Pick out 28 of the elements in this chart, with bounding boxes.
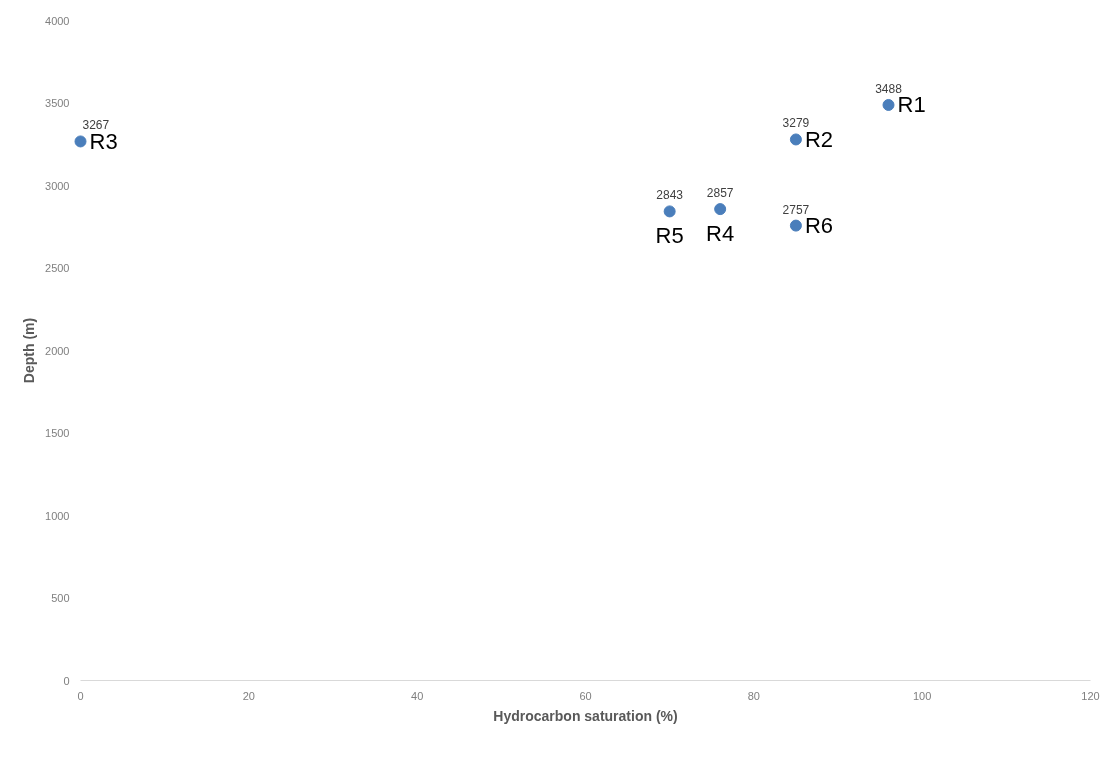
point	[789, 219, 802, 232]
y-tick-label: 500	[51, 592, 70, 604]
y-tick-label: 1500	[45, 427, 70, 439]
point	[663, 205, 676, 218]
y-axis-title: Depth (m)	[21, 317, 38, 384]
x-tick-label: 20	[242, 689, 255, 702]
point	[74, 135, 87, 148]
point	[882, 98, 895, 111]
y-tick-label: 3500	[45, 97, 70, 109]
data-label: 2857	[706, 186, 734, 201]
data-label: 2843	[656, 188, 684, 203]
y-tick-label: 2000	[45, 344, 70, 357]
annotation: R4	[706, 221, 735, 247]
x-tick-label: 100	[912, 689, 932, 702]
x-tick-label: 0	[77, 689, 84, 702]
point	[789, 133, 802, 146]
x-tick-label: 60	[579, 689, 592, 702]
y-tick-label: 4000	[45, 14, 70, 27]
y-tick-label: 3000	[45, 179, 70, 192]
x-axis-title: Hydrocarbon saturation (%)	[493, 707, 678, 724]
point	[714, 203, 727, 216]
annotation: R5	[655, 223, 684, 249]
x-tick-label: 80	[747, 689, 760, 702]
x-tick-label: 120	[1081, 689, 1100, 702]
y-tick-label: 2500	[45, 262, 70, 274]
y-tick-label: 1000	[45, 509, 70, 522]
x-tick-label: 40	[411, 689, 424, 702]
y-tick-label: 0	[63, 674, 70, 687]
